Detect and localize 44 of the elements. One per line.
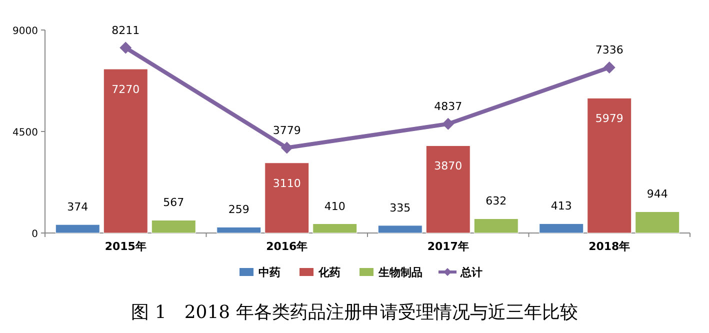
bar	[216, 226, 262, 234]
x-tick-label: 2016年	[266, 240, 308, 253]
data-label: 3110	[272, 176, 301, 190]
data-label: 4837	[434, 100, 462, 113]
data-label: 7336	[595, 44, 624, 57]
x-tick-label: 2017年	[427, 240, 469, 253]
data-label: 567	[163, 196, 184, 210]
bar	[539, 223, 584, 234]
data-label: 3779	[272, 124, 301, 137]
point	[603, 62, 616, 74]
data-label: 259	[228, 203, 250, 216]
legend-label: 化药	[318, 266, 340, 279]
bar	[474, 218, 518, 234]
y-tick-label: 4500	[12, 128, 38, 138]
bar	[378, 225, 422, 234]
point	[280, 142, 293, 154]
bar	[312, 224, 358, 234]
data-label: 335	[390, 201, 411, 214]
x-tick-label: 2015年	[104, 240, 146, 253]
bar	[587, 98, 632, 234]
data-label: 374	[67, 200, 88, 214]
legend-label: 生物制品	[378, 266, 422, 279]
legend-label: 中药	[258, 266, 280, 279]
bar	[151, 220, 196, 234]
bar	[635, 211, 680, 234]
bar	[55, 224, 100, 234]
y-tick-label: 9000	[12, 26, 38, 37]
bar	[426, 145, 470, 234]
text: 图 1 2018 年各类药品注册申请受理情况与近三年比较	[131, 302, 578, 323]
point	[120, 42, 132, 54]
point	[442, 118, 454, 130]
data-label: 410	[324, 200, 346, 213]
data-label: 5979	[595, 112, 624, 126]
y-tick-label: 0	[32, 229, 38, 240]
data-label: 7270	[112, 83, 140, 96]
data-label: 3870	[434, 160, 462, 173]
bar	[264, 162, 310, 234]
data-label: 944	[646, 188, 668, 201]
legend-label: 总计	[460, 266, 482, 279]
bar	[103, 68, 148, 234]
x-tick-label: 2018年	[588, 240, 630, 253]
data-label: 632	[486, 194, 507, 208]
data-label: 413	[550, 200, 572, 213]
data-label: 8211	[112, 24, 140, 37]
